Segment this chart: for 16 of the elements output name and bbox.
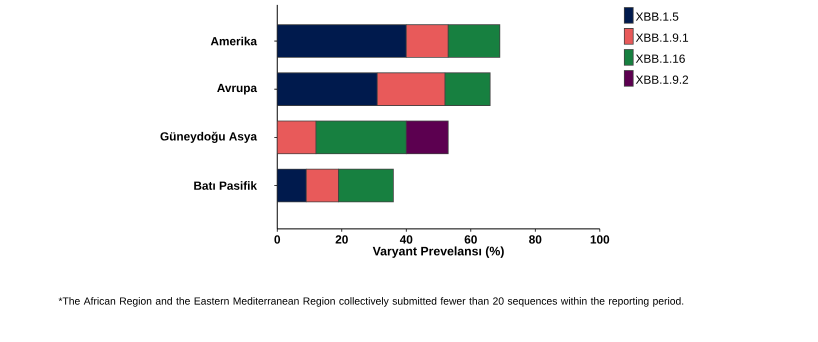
y-tick-label: Avrupa — [217, 84, 258, 94]
x-tick-label: 60 — [464, 235, 477, 244]
y-tick-label: Güneydoğu Asya — [160, 132, 258, 143]
y-tick-label: Batı Pasifik — [194, 181, 258, 190]
x-tick-label: 40 — [400, 235, 412, 244]
y-tick-label: Amerika — [210, 36, 258, 46]
x-tick-label: 100 — [590, 235, 610, 244]
x-tick-label: 80 — [529, 235, 542, 244]
x-axis-title: Varyant Prevelansı (%) — [372, 246, 504, 258]
x-tick-label: 0 — [274, 235, 280, 244]
legend-label: XBB.1.9.1 — [636, 33, 688, 42]
legend-label: XBB.1.16 — [636, 54, 685, 63]
text: *The African Region and the Eastern Mediterranean Region collectively submitted fewer than 20 sequences within the reporting period. — [58, 296, 684, 307]
legend-label: XBB.1.5 — [636, 12, 678, 21]
legend-label: XBB.1.9.2 — [636, 75, 688, 84]
x-tick-label: 20 — [336, 235, 348, 244]
